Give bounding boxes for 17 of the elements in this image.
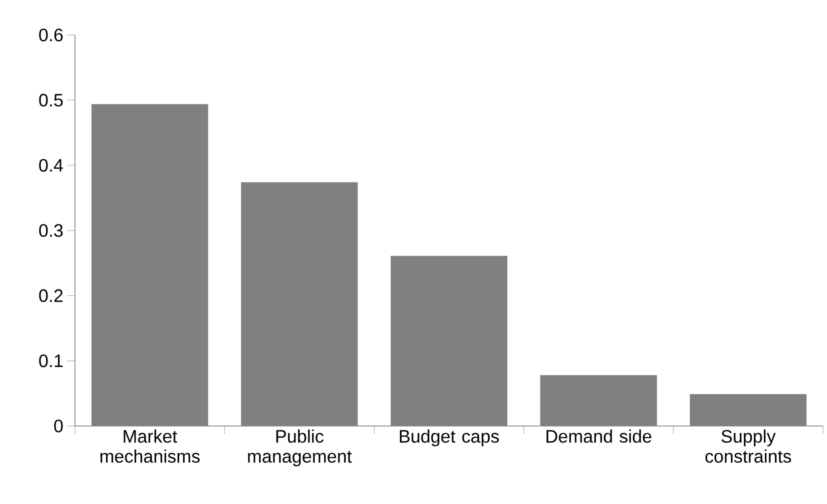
x-tick-label: Market mechanisms	[100, 430, 200, 463]
y-tick-label: 0.4	[39, 158, 63, 172]
y-tick-label: 0.3	[39, 224, 63, 237]
bar	[390, 256, 508, 426]
y-tick-label: 0.2	[39, 289, 63, 302]
bar	[241, 182, 358, 426]
bar	[690, 394, 807, 426]
y-tick-label: 0.5	[39, 94, 63, 107]
y-tick-label: 0.6	[39, 28, 63, 42]
x-tick-label: Demand side	[546, 430, 652, 443]
bar	[540, 375, 657, 426]
x-tick-label: Budget caps	[400, 430, 499, 446]
y-tick-label: 0.1	[39, 354, 63, 368]
x-tick-label: Public management	[248, 430, 352, 466]
bar	[91, 104, 208, 426]
x-tick-label: Supply constraints	[705, 430, 792, 463]
y-tick-label: 0	[54, 420, 63, 432]
